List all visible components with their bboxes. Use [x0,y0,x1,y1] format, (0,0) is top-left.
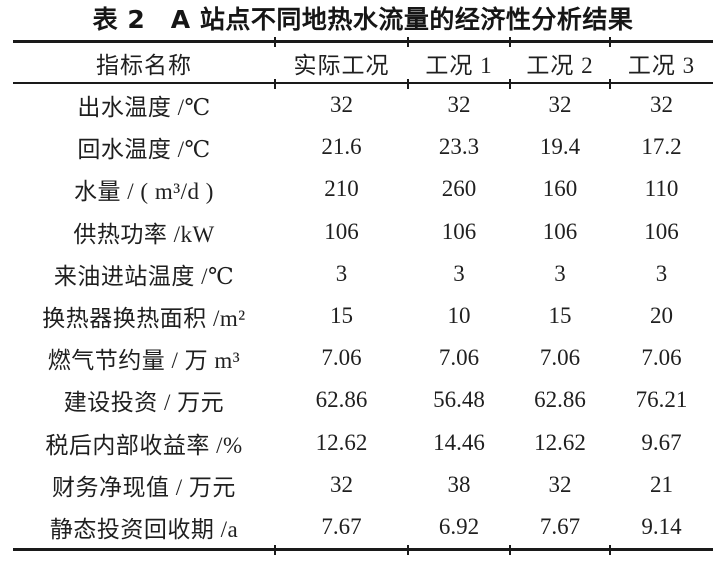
column-boundary-tick [274,36,276,47]
data-table: 指标名称 实际工况 工况 1 工况 2 工况 3 出水温度 /℃ 32 32 32 32 回水温度… [13,40,713,552]
cell-value: 23.3 [438,134,480,160]
cell-value: 32 [650,92,673,118]
header-row: 指标名称 实际工况 工况 1 工况 2 工况 3 [13,41,713,84]
cell-value: 3 [335,260,348,286]
column-boundary-tick [509,36,511,47]
row-label: 燃气节约量 / 万 m³ [47,348,241,374]
cell-value: 106 [644,218,679,244]
row-label: 来油进站温度 /℃ [53,263,235,289]
cell-value: 76.21 [635,387,688,413]
column-boundary-tick [274,544,276,555]
column-boundary-tick [509,79,511,89]
table-row: 燃气节约量 / 万 m³ 7.06 7.06 7.06 7.06 [13,337,713,379]
cell-value: 6.92 [438,513,480,539]
cell-value: 15 [548,303,572,329]
column-boundary-tick [407,36,409,47]
economic-analysis-table: 指标名称 实际工况 工况 1 工况 2 工况 3 出水温度 /℃ 32 32 32 32 回水温度… [13,36,713,555]
cell-value: 7.67 [321,513,362,539]
cell-value: 56.48 [433,387,485,413]
column-boundary-tick [407,544,409,555]
cell-value: 32 [330,471,353,497]
cell-value: 9.67 [641,429,682,455]
cell-value: 12.62 [315,429,368,455]
column-header: 工况 1 [408,41,510,84]
row-label: 静态投资回收期 /a [49,516,239,542]
cell-value: 17.2 [641,134,682,160]
cell-value: 106 [441,218,477,244]
cell-value: 19.4 [539,134,581,160]
column-header: 指标名称 [13,41,275,84]
cell-value: 7.06 [321,345,362,371]
cell-value: 110 [644,176,679,202]
cell-value: 106 [542,218,578,244]
cell-value: 38 [447,471,471,497]
column-boundary-tick [609,544,611,555]
row-label: 换热器换热面积 /m² [42,306,246,332]
cell-value: 15 [330,303,353,329]
row-label: 财务净现值 / 万元 [52,474,236,500]
row-label: 建设投资 / 万元 [63,390,225,416]
row-label: 供热功率 /kW [73,221,215,247]
cell-value: 3 [655,260,668,286]
column-boundary-tick [509,544,511,555]
cell-value: 32 [548,471,572,497]
table-row: 财务净现值 / 万元 32 38 32 21 [13,464,713,506]
column-boundary-tick [407,79,409,89]
cell-value: 10 [447,303,471,329]
cell-value: 62.86 [534,387,586,413]
row-label: 回水温度 /℃ [77,137,211,163]
cell-value: 106 [324,218,359,244]
cell-value: 21.6 [321,134,362,160]
cell-value: 3 [554,260,566,286]
column-boundary-tick [609,79,611,89]
table-row: 供热功率 /kW 106 106 106 106 [13,211,713,253]
cell-value: 7.06 [438,345,480,371]
cell-value: 7.06 [539,345,581,371]
column-header: 工况 3 [610,41,713,84]
table-row: 换热器换热面积 /m² 15 10 15 20 [13,295,713,337]
cell-value: 160 [542,176,578,202]
cell-value: 14.46 [433,429,485,455]
cell-value: 7.67 [539,513,581,539]
cell-value: 32 [548,92,572,118]
row-label: 出水温度 /℃ [77,95,211,121]
cell-value: 210 [324,176,359,202]
table-row: 水量 / ( m³/d ) 210 260 160 110 [13,168,713,210]
cell-value: 9.14 [641,513,682,539]
table-row: 税后内部收益率 /% 12.62 14.46 12.62 9.67 [13,422,713,464]
table-row: 来油进站温度 /℃ 3 3 3 3 [13,253,713,295]
cell-value: 3 [453,260,465,286]
cell-value: 62.86 [315,387,368,413]
table-row: 出水温度 /℃ 32 32 32 32 [13,83,713,126]
cell-value: 260 [441,176,477,202]
cell-value: 21 [650,471,673,497]
column-header: 工况 2 [510,41,610,84]
row-label: 水量 / ( m³/d ) [74,179,214,205]
table-caption: 表 2 A 站点不同地热水流量的经济性分析结果 [92,5,634,34]
cell-value: 32 [330,92,353,118]
table-row: 建设投资 / 万元 62.86 56.48 62.86 76.21 [13,379,713,421]
column-boundary-tick [274,79,276,89]
cell-value: 32 [447,92,471,118]
row-label: 税后内部收益率 /% [45,432,243,458]
cell-value: 7.06 [641,345,682,371]
table-row: 回水温度 /℃ 21.6 23.3 19.4 17.2 [13,126,713,168]
column-header: 实际工况 [275,41,408,84]
cell-value: 20 [650,303,673,329]
table-row: 静态投资回收期 /a 7.67 6.92 7.67 9.14 [13,506,713,550]
column-boundary-tick [609,36,611,47]
cell-value: 12.62 [534,429,586,455]
